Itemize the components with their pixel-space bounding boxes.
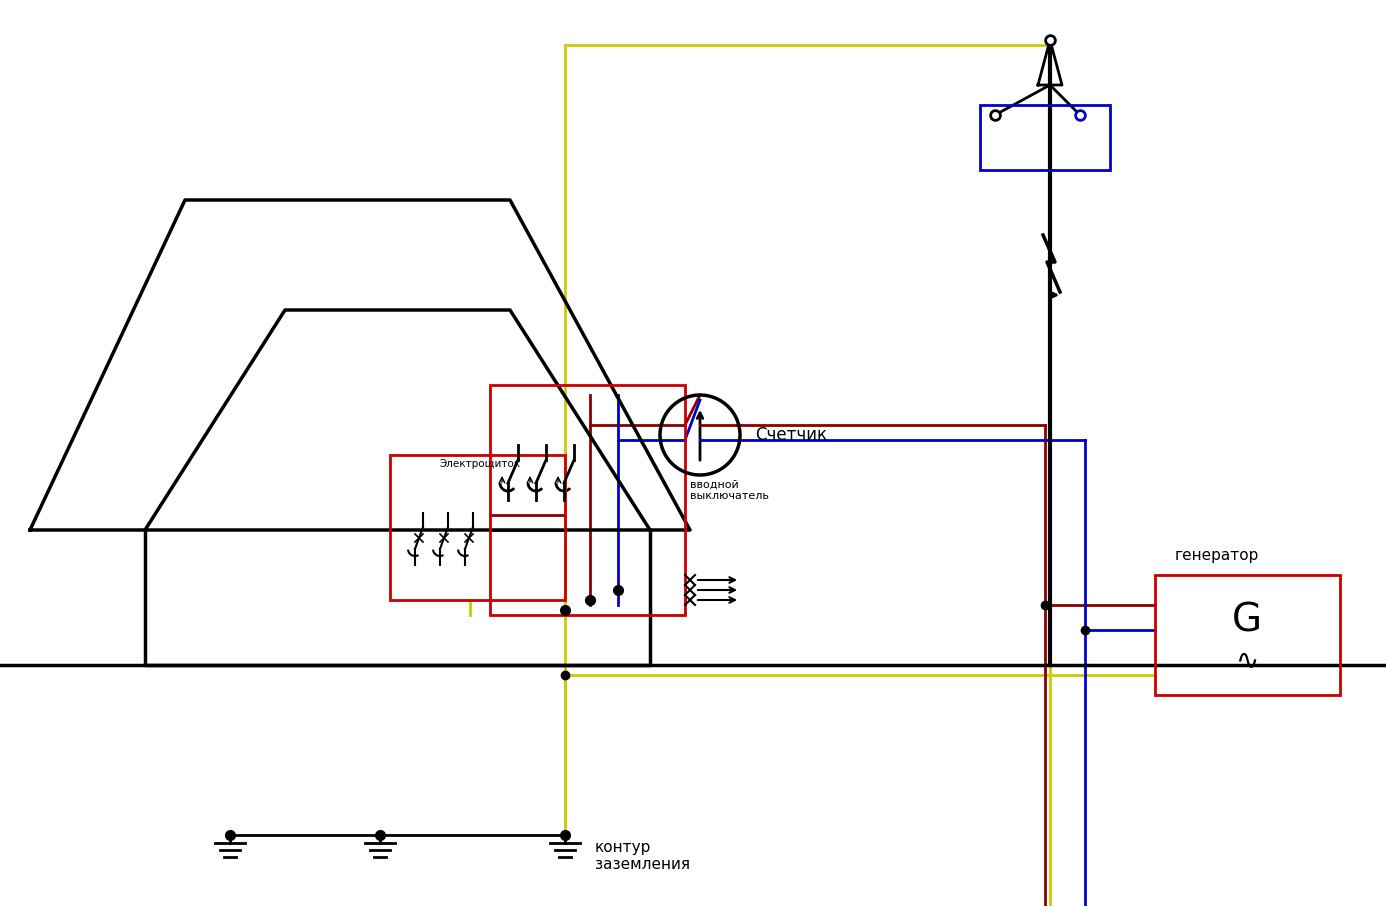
Text: Счетчик: Счетчик [755, 426, 827, 444]
Text: G: G [1232, 602, 1263, 640]
Text: контур
заземления: контур заземления [595, 840, 690, 872]
Bar [980, 105, 1110, 170]
Text: генератор: генератор [1175, 548, 1260, 563]
Text: Электрощиток: Электрощиток [439, 459, 521, 469]
Text: ∿: ∿ [1235, 648, 1258, 675]
Text: вводной
выключатель: вводной выключатель [690, 479, 769, 501]
Bar [1155, 575, 1340, 695]
Bar [491, 385, 685, 615]
Bar [389, 455, 565, 600]
